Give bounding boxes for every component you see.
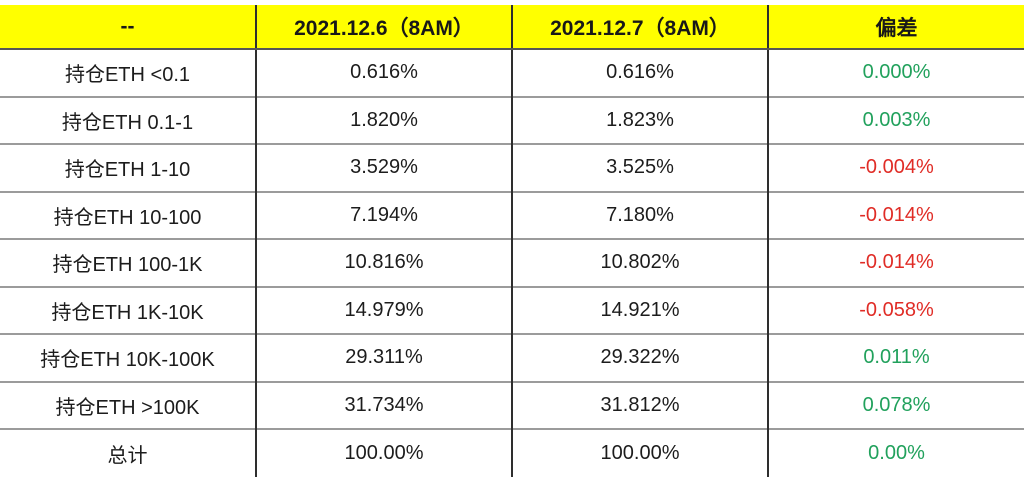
value-cell-dec6: 7.194% (255, 190, 512, 239)
row-label-cell: 持仓ETH 1K-10K (0, 285, 256, 334)
row-label-cell: 持仓ETH 1-10 (0, 143, 256, 192)
value-cell-dec7: 100.00% (511, 428, 768, 477)
value-cell-dec7: 1.823% (511, 95, 768, 144)
value-cell-dec7: 31.812% (511, 380, 768, 429)
row-label-cell: 持仓ETH 100-1K (0, 238, 256, 287)
value-cell-dec7: 3.525% (511, 143, 768, 192)
deviation-cell: -0.058% (767, 285, 1024, 334)
deviation-cell: 0.011% (767, 333, 1024, 382)
value-cell-dec6: 10.816% (255, 238, 512, 287)
table-row: 持仓ETH 100-1K 10.816% 10.802% -0.014% (0, 238, 1024, 287)
header-cell-dec6: 2021.12.6（8AM） (255, 5, 512, 50)
deviation-cell: -0.014% (767, 190, 1024, 239)
table-row: 持仓ETH 1-10 3.529% 3.525% -0.004% (0, 143, 1024, 192)
value-cell-dec6: 100.00% (255, 428, 512, 477)
deviation-cell: 0.000% (767, 49, 1024, 97)
value-cell-dec7: 29.322% (511, 333, 768, 382)
deviation-cell: 0.00% (767, 428, 1024, 477)
header-cell-label: -- (0, 5, 256, 50)
value-cell-dec7: 10.802% (511, 238, 768, 287)
value-cell-dec6: 14.979% (255, 285, 512, 334)
row-label-cell: 持仓ETH 10-100 (0, 190, 256, 239)
value-cell-dec7: 7.180% (511, 190, 768, 239)
value-cell-dec6: 0.616% (255, 49, 512, 97)
table-row: 持仓ETH <0.1 0.616% 0.616% 0.000% (0, 49, 1024, 97)
table-row: 持仓ETH 10-100 7.194% 7.180% -0.014% (0, 190, 1024, 239)
value-cell-dec6: 1.820% (255, 95, 512, 144)
value-cell-dec7: 0.616% (511, 49, 768, 97)
table-row: 持仓ETH 1K-10K 14.979% 14.921% -0.058% (0, 285, 1024, 334)
value-cell-dec6: 31.734% (255, 380, 512, 429)
table-body: 持仓ETH <0.1 0.616% 0.616% 0.000% 持仓ETH 0.1-1 1… (0, 49, 1024, 477)
deviation-cell: -0.014% (767, 238, 1024, 287)
deviation-cell: -0.004% (767, 143, 1024, 192)
table-row: 持仓ETH 0.1-1 1.820% 1.823% 0.003% (0, 95, 1024, 144)
row-label-cell: 持仓ETH <0.1 (64, 64, 191, 87)
header-cell-dec7: 2021.12.7（8AM） (511, 5, 768, 50)
deviation-cell: 0.078% (767, 380, 1024, 429)
header-row: -- 2021.12.6（8AM） 2021.12.7（8AM） 偏差 (0, 5, 1024, 50)
row-label-cell: 持仓ETH 10K-100K (0, 333, 256, 382)
row-label-cell: 总计 (0, 428, 256, 477)
value-cell-dec6: 3.529% (255, 143, 512, 192)
header-cell-deviation: 偏差 (767, 5, 1024, 50)
table-header: -- 2021.12.6（8AM） 2021.12.7（8AM） 偏差 (0, 5, 1024, 50)
row-label-cell: 持仓ETH 0.1-1 (0, 95, 256, 144)
value-cell-dec6: 29.311% (255, 333, 512, 382)
row-label-cell: 持仓ETH >100K (0, 380, 256, 429)
table-row: 持仓ETH 10K-100K 29.311% 29.322% 0.011% (0, 333, 1024, 382)
table-row: 持仓ETH >100K 31.734% 31.812% 0.078% (0, 380, 1024, 429)
value-cell-dec7: 14.921% (511, 285, 768, 334)
eth-holdings-table: -- 2021.12.6（8AM） 2021.12.7（8AM） 偏差 持仓ET… (0, 5, 1024, 477)
table-row: 总计 100.00% 100.00% 0.00% (0, 428, 1024, 477)
deviation-cell: 0.003% (767, 95, 1024, 144)
